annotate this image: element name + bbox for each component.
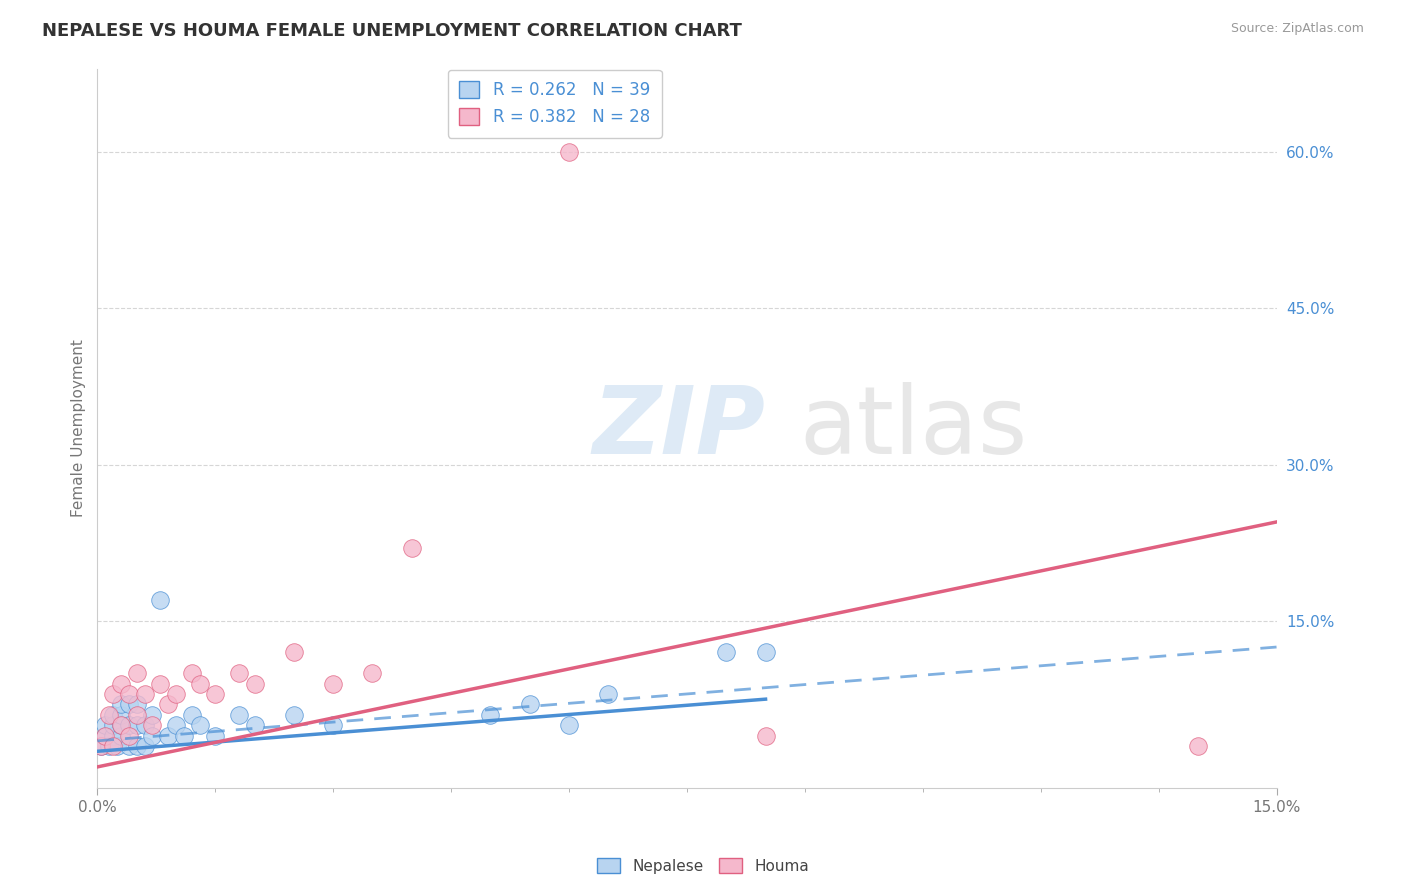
Point [558,718,581,732]
Point [149,676,172,690]
Point [141,718,163,732]
Point [94,729,117,743]
Text: atlas: atlas [799,382,1028,475]
Point [204,729,226,743]
Point [118,698,141,712]
Legend: R = 0.262   N = 39, R = 0.382   N = 28: R = 0.262 N = 39, R = 0.382 N = 28 [447,70,662,137]
Point [401,541,423,555]
Point [173,729,195,743]
Point [188,676,211,690]
Point [322,718,344,732]
Point [228,666,250,681]
Point [118,687,141,701]
Point [101,729,124,743]
Point [157,729,180,743]
Point [243,718,266,732]
Text: Source: ZipAtlas.com: Source: ZipAtlas.com [1230,22,1364,36]
Y-axis label: Female Unemployment: Female Unemployment [72,339,86,517]
Point [90,739,112,753]
Point [110,676,132,690]
Point [101,739,124,753]
Point [716,645,738,659]
Point [105,739,128,753]
Legend: Nepalese, Houma: Nepalese, Houma [591,852,815,880]
Point [180,666,202,681]
Point [754,645,776,659]
Point [125,707,148,722]
Point [188,718,211,732]
Point [125,666,148,681]
Point [134,718,156,732]
Point [101,707,124,722]
Point [101,718,124,732]
Point [165,687,187,701]
Point [94,718,117,732]
Point [118,729,141,743]
Point [228,707,250,722]
Point [94,729,117,743]
Point [98,707,121,722]
Text: NEPALESE VS HOUMA FEMALE UNEMPLOYMENT CORRELATION CHART: NEPALESE VS HOUMA FEMALE UNEMPLOYMENT CO… [42,22,742,40]
Point [125,739,148,753]
Point [98,739,121,753]
Point [204,687,226,701]
Point [361,666,384,681]
Point [125,718,148,732]
Point [558,145,581,159]
Point [110,707,132,722]
Text: ZIP: ZIP [592,382,765,475]
Point [101,687,124,701]
Point [141,707,163,722]
Point [118,718,141,732]
Point [479,707,502,722]
Point [90,739,112,753]
Point [134,687,156,701]
Point [598,687,620,701]
Point [110,718,132,732]
Point [1187,739,1209,753]
Point [165,718,187,732]
Point [180,707,202,722]
Point [283,645,305,659]
Point [134,739,156,753]
Point [110,698,132,712]
Point [519,698,541,712]
Point [322,676,344,690]
Point [243,676,266,690]
Point [141,729,163,743]
Point [110,718,132,732]
Point [149,593,172,607]
Point [157,698,180,712]
Point [754,729,776,743]
Point [125,698,148,712]
Point [118,739,141,753]
Point [110,729,132,743]
Point [283,707,305,722]
